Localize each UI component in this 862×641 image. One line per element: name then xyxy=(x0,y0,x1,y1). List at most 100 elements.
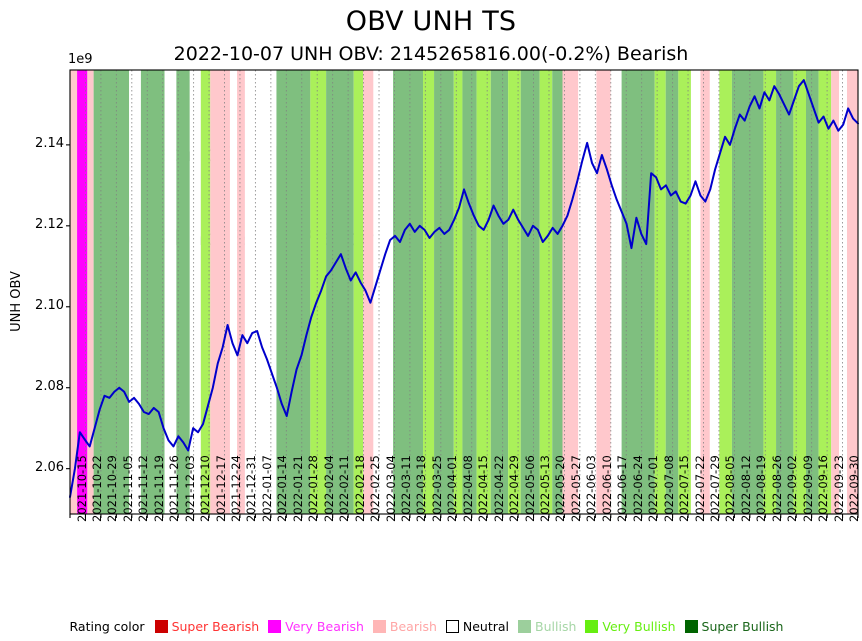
plot-border xyxy=(69,69,859,515)
x-tick-label: 2022-05-20 xyxy=(553,455,568,522)
legend-swatch-icon xyxy=(154,619,168,633)
legend-label: Super Bullish xyxy=(701,618,784,634)
axis-ticks xyxy=(66,144,859,518)
rating-band xyxy=(508,70,521,514)
x-tick-label: 2021-10-15 xyxy=(74,455,89,522)
rating-band xyxy=(276,70,311,514)
rating-band xyxy=(77,70,88,514)
legend-item[interactable]: Bullish xyxy=(518,619,576,634)
rating-band xyxy=(621,70,655,514)
legend-label: Bearish xyxy=(389,618,437,634)
rating-band xyxy=(709,70,720,514)
rating-band xyxy=(690,70,701,514)
y-axis-tick-labels: 2.06 2.08 2.10 2.12 2.14 xyxy=(0,0,64,641)
x-tick-label: 2022-02-25 xyxy=(368,455,383,522)
rating-band xyxy=(189,70,201,514)
x-tick-label: 2022-04-15 xyxy=(476,455,491,522)
legend-label: Neutral xyxy=(462,618,510,634)
y-tick-label: 2.06 xyxy=(35,459,64,475)
y-tick-label: 2.14 xyxy=(35,135,64,151)
page-title: OBV UNH TS xyxy=(345,6,517,37)
rating-band xyxy=(87,70,94,514)
legend-swatch-icon xyxy=(372,619,386,633)
rating-band xyxy=(731,70,764,514)
rating-band xyxy=(719,70,732,514)
rating-band xyxy=(562,70,579,514)
rating-band xyxy=(176,70,190,514)
rating-band xyxy=(596,70,611,514)
x-tick-label: 2021-11-19 xyxy=(151,455,166,522)
chart-subtitle: 2022-10-07 UNH OBV: 2145265816.00(-0.2%)… xyxy=(173,43,689,65)
x-tick-label: 2022-03-04 xyxy=(383,455,398,522)
rating-band xyxy=(453,70,463,514)
legend-item[interactable]: Very Bearish xyxy=(268,619,364,634)
legend-label: Bullish xyxy=(535,618,577,634)
x-tick-label: 2022-05-06 xyxy=(522,455,537,522)
legend-item[interactable]: Super Bearish xyxy=(154,618,260,634)
x-tick-label: 2022-07-15 xyxy=(677,455,692,522)
x-tick-label: 2022-02-04 xyxy=(321,455,336,522)
rating-band xyxy=(237,70,245,514)
rating-band xyxy=(244,70,277,514)
x-tick-label: 2022-07-01 xyxy=(646,455,661,522)
rating-band xyxy=(552,70,563,514)
y-axis-exponent: 1e9 xyxy=(68,52,93,67)
rating-band xyxy=(70,70,78,514)
rating-band xyxy=(434,70,454,514)
x-tick-label: 2022-08-26 xyxy=(769,455,784,522)
rating-band xyxy=(393,70,424,514)
x-tick-label: 2022-01-07 xyxy=(259,455,274,522)
rating-band xyxy=(129,70,141,514)
rating-band xyxy=(818,70,832,514)
y-tick-label: 2.08 xyxy=(35,378,64,394)
legend-swatch-icon xyxy=(585,619,599,633)
x-tick-label: 2022-06-24 xyxy=(630,455,645,522)
rating-band xyxy=(665,70,679,514)
legend-label: Super Bearish xyxy=(171,618,260,634)
x-tick-label: 2022-03-11 xyxy=(398,455,413,522)
x-tick-label: 2022-01-14 xyxy=(275,455,290,522)
x-tick-label: 2022-08-19 xyxy=(754,455,769,522)
x-tick-label: 2022-02-18 xyxy=(352,455,367,522)
rating-band xyxy=(539,70,553,514)
x-tick-label: 2021-12-31 xyxy=(244,455,259,522)
rating-band xyxy=(423,70,435,514)
x-tick-label: 2021-12-17 xyxy=(213,455,228,522)
x-tick-label: 2021-10-29 xyxy=(105,455,120,522)
x-tick-label: 2021-12-03 xyxy=(182,455,197,522)
legend-title: Rating color xyxy=(69,618,145,634)
legend-item[interactable]: Neutral xyxy=(445,618,510,634)
rating-band xyxy=(776,70,794,514)
legend-swatch-icon xyxy=(518,619,532,633)
legend-item[interactable]: Bearish xyxy=(372,618,437,634)
x-tick-label: 2022-04-01 xyxy=(445,455,460,522)
x-tick-label: 2022-04-22 xyxy=(491,455,506,522)
x-tick-label: 2021-12-10 xyxy=(198,455,213,522)
rating-band xyxy=(520,70,540,514)
x-tick-label: 2022-08-05 xyxy=(723,455,738,522)
legend-item[interactable]: Super Bullish xyxy=(684,618,784,634)
x-tick-label: 2022-04-29 xyxy=(507,455,522,522)
rating-band xyxy=(476,70,491,514)
x-tick-label: 2022-06-03 xyxy=(584,455,599,522)
legend-label: Very Bearish xyxy=(285,618,364,634)
rating-band xyxy=(831,70,840,514)
rating-band xyxy=(363,70,374,514)
legend-label: Very Bullish xyxy=(602,618,676,634)
legend-item[interactable]: Very Bullish xyxy=(585,618,676,634)
rating-band xyxy=(654,70,666,514)
x-tick-label: 2022-01-21 xyxy=(290,455,305,522)
rating-band xyxy=(326,70,354,514)
rating-band xyxy=(578,70,597,514)
rating-band xyxy=(140,70,165,514)
x-tick-label: 2021-10-22 xyxy=(89,455,104,522)
x-tick-label: 2021-12-24 xyxy=(229,455,243,522)
rating-band xyxy=(373,70,394,514)
x-tick-label: 2022-09-23 xyxy=(831,455,846,522)
x-tick-label: 2022-05-13 xyxy=(538,455,553,522)
legend-swatch-icon xyxy=(684,619,698,633)
x-tick-label: 2022-06-17 xyxy=(615,455,630,522)
y-tick-label: 2.10 xyxy=(35,297,64,313)
